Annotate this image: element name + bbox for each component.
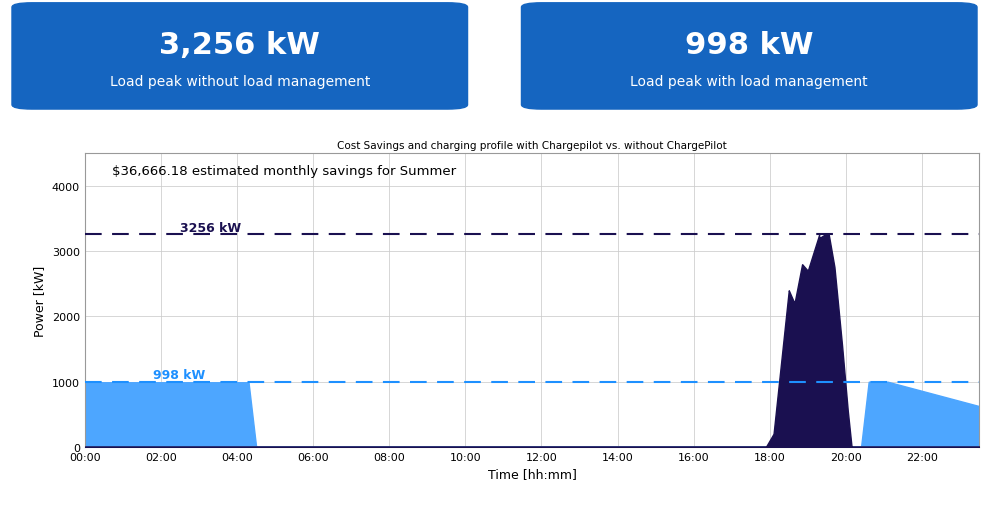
Title: Cost Savings and charging profile with Chargepilot vs. without ChargePilot: Cost Savings and charging profile with C… [337, 140, 727, 150]
Text: 3256 kW: 3256 kW [180, 221, 241, 234]
Text: Load peak with load management: Load peak with load management [630, 75, 868, 88]
FancyBboxPatch shape [12, 4, 468, 110]
X-axis label: Time [hh:mm]: Time [hh:mm] [488, 467, 576, 480]
Text: 3,256 kW: 3,256 kW [159, 31, 321, 60]
Y-axis label: Power [kW]: Power [kW] [33, 265, 46, 336]
FancyBboxPatch shape [521, 4, 977, 110]
Text: Load peak without load management: Load peak without load management [110, 75, 370, 88]
Text: $36,666.18 estimated monthly savings for Summer: $36,666.18 estimated monthly savings for… [112, 165, 456, 178]
Text: 998 kW: 998 kW [685, 31, 813, 60]
Text: 998 kW: 998 kW [154, 369, 206, 381]
